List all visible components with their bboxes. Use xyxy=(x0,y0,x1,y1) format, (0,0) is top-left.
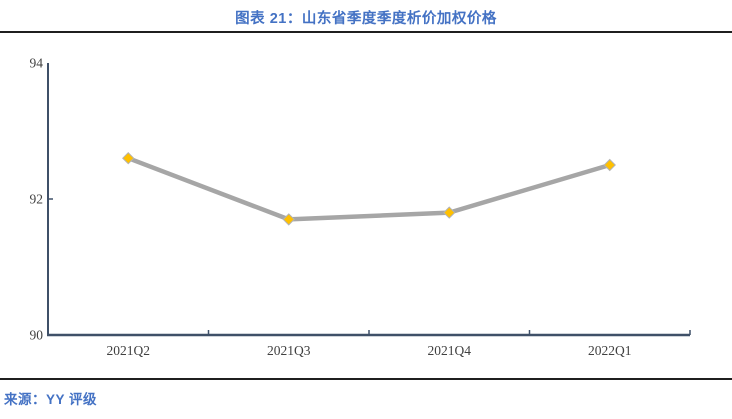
figure-title-bar: 图表 21：山东省季度季度析价加权价格 xyxy=(0,0,732,33)
chart-canvas: 90 92 94 2021Q2 2021Q3 2021Q4 2022Q1 xyxy=(30,56,691,358)
x-tick-label: 2021Q3 xyxy=(267,343,311,358)
data-point-marker xyxy=(443,206,456,219)
y-tick-label: 90 xyxy=(30,328,44,343)
figure-title: 图表 21：山东省季度季度析价加权价格 xyxy=(235,11,497,27)
data-point-marker xyxy=(122,151,135,165)
x-tick-label: 2022Q1 xyxy=(588,343,632,358)
line-chart: 90 92 94 2021Q2 2021Q3 2021Q4 2022Q1 xyxy=(0,33,732,378)
x-tick-label: 2021Q2 xyxy=(107,343,151,358)
x-tick-label: 2021Q4 xyxy=(428,343,472,358)
price-line xyxy=(126,155,612,222)
source-bar: 来源：YY 评级 xyxy=(0,378,732,419)
data-point-marker xyxy=(282,213,295,226)
y-tick-label: 92 xyxy=(30,192,44,207)
y-tick-label: 94 xyxy=(30,56,44,71)
data-point-marker xyxy=(603,158,616,172)
source-label: 来源：YY 评级 xyxy=(4,392,98,407)
